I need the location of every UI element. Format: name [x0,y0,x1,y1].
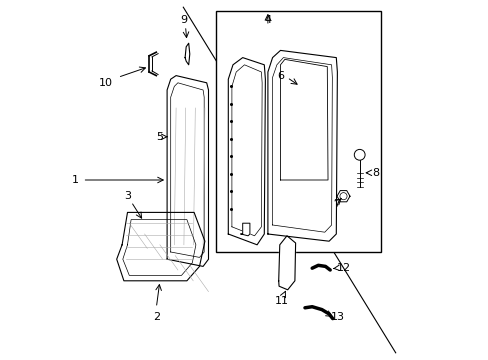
Text: 3: 3 [124,191,131,201]
Text: 10: 10 [99,78,113,88]
Text: 11: 11 [275,296,289,306]
Text: 8: 8 [371,168,379,178]
Text: 6: 6 [276,71,284,81]
Text: 5: 5 [156,132,163,142]
Polygon shape [117,212,204,281]
Text: 13: 13 [330,312,345,322]
Polygon shape [167,76,208,266]
Text: 7: 7 [332,199,339,210]
Text: 4: 4 [264,15,271,25]
Polygon shape [228,58,265,245]
Polygon shape [185,43,189,65]
Text: 2: 2 [152,312,160,322]
Text: 9: 9 [180,15,187,25]
Polygon shape [336,190,349,202]
Polygon shape [267,50,337,241]
Bar [215,11,381,252]
Circle shape [354,149,365,160]
Text: 12: 12 [336,263,350,273]
Polygon shape [241,223,249,236]
Polygon shape [278,236,295,290]
Circle shape [339,193,346,200]
Text: 1: 1 [72,175,79,185]
